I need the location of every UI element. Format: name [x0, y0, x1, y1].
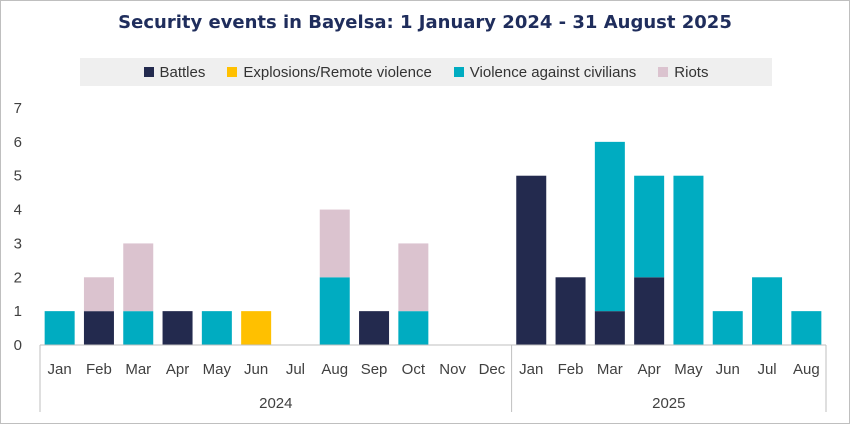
year-group-label: 2024: [259, 395, 292, 412]
x-tick-label: Jan: [519, 361, 543, 378]
y-tick-label: 7: [14, 100, 22, 117]
x-tick-label: Jan: [48, 361, 72, 378]
x-tick-label: Apr: [166, 361, 189, 378]
y-tick-label: 6: [14, 134, 22, 151]
x-tick-label: Mar: [597, 361, 623, 378]
bar-segment: [320, 277, 350, 345]
bar-segment: [634, 176, 664, 278]
x-tick-label: Mar: [125, 361, 151, 378]
bar-segment: [595, 311, 625, 345]
x-tick-label: Jun: [244, 361, 268, 378]
bar-segment: [84, 277, 114, 311]
bar-segment: [398, 311, 428, 345]
bar-segment: [45, 311, 75, 345]
x-tick-label: Jun: [716, 361, 740, 378]
bar-segment: [398, 243, 428, 311]
bar-segment: [516, 176, 546, 345]
bar-segment: [123, 311, 153, 345]
bar-segment: [163, 311, 193, 345]
x-tick-label: May: [203, 361, 232, 378]
bar-segment: [713, 311, 743, 345]
bar-segment: [791, 311, 821, 345]
x-tick-label: Aug: [321, 361, 348, 378]
x-tick-label: Aug: [793, 361, 820, 378]
x-tick-label: Dec: [479, 361, 506, 378]
x-tick-label: May: [674, 361, 703, 378]
x-tick-label: Apr: [637, 361, 660, 378]
y-tick-label: 3: [14, 235, 22, 252]
bar-segment: [634, 277, 664, 345]
bar-segment: [673, 176, 703, 345]
bar-segment: [84, 311, 114, 345]
bar-segment: [123, 243, 153, 311]
chart-plot: 0 1 2 3 4 5 6 7 Jan Feb Mar Apr May Jun Jul Aug Sep Oct No…: [0, 0, 850, 424]
x-tick-label: Nov: [439, 361, 466, 378]
x-tick-label: Feb: [558, 361, 584, 378]
x-tick-label: Oct: [402, 361, 426, 378]
y-tick-label: 0: [14, 337, 22, 354]
x-tick-label: Jul: [286, 361, 305, 378]
y-tick-label: 5: [14, 168, 22, 185]
x-tick-label: Jul: [757, 361, 776, 378]
bar-segment: [595, 142, 625, 311]
bar-segment: [359, 311, 389, 345]
bar-segment: [320, 210, 350, 278]
x-tick-label: Feb: [86, 361, 112, 378]
bar-segment: [241, 311, 271, 345]
y-tick-label: 4: [14, 202, 22, 219]
y-tick-label: 2: [14, 269, 22, 286]
bar-segment: [752, 277, 782, 345]
y-tick-label: 1: [14, 303, 22, 320]
bar-segment: [202, 311, 232, 345]
x-tick-label: Sep: [361, 361, 388, 378]
year-group-label: 2025: [652, 395, 685, 412]
bar-segment: [556, 277, 586, 345]
